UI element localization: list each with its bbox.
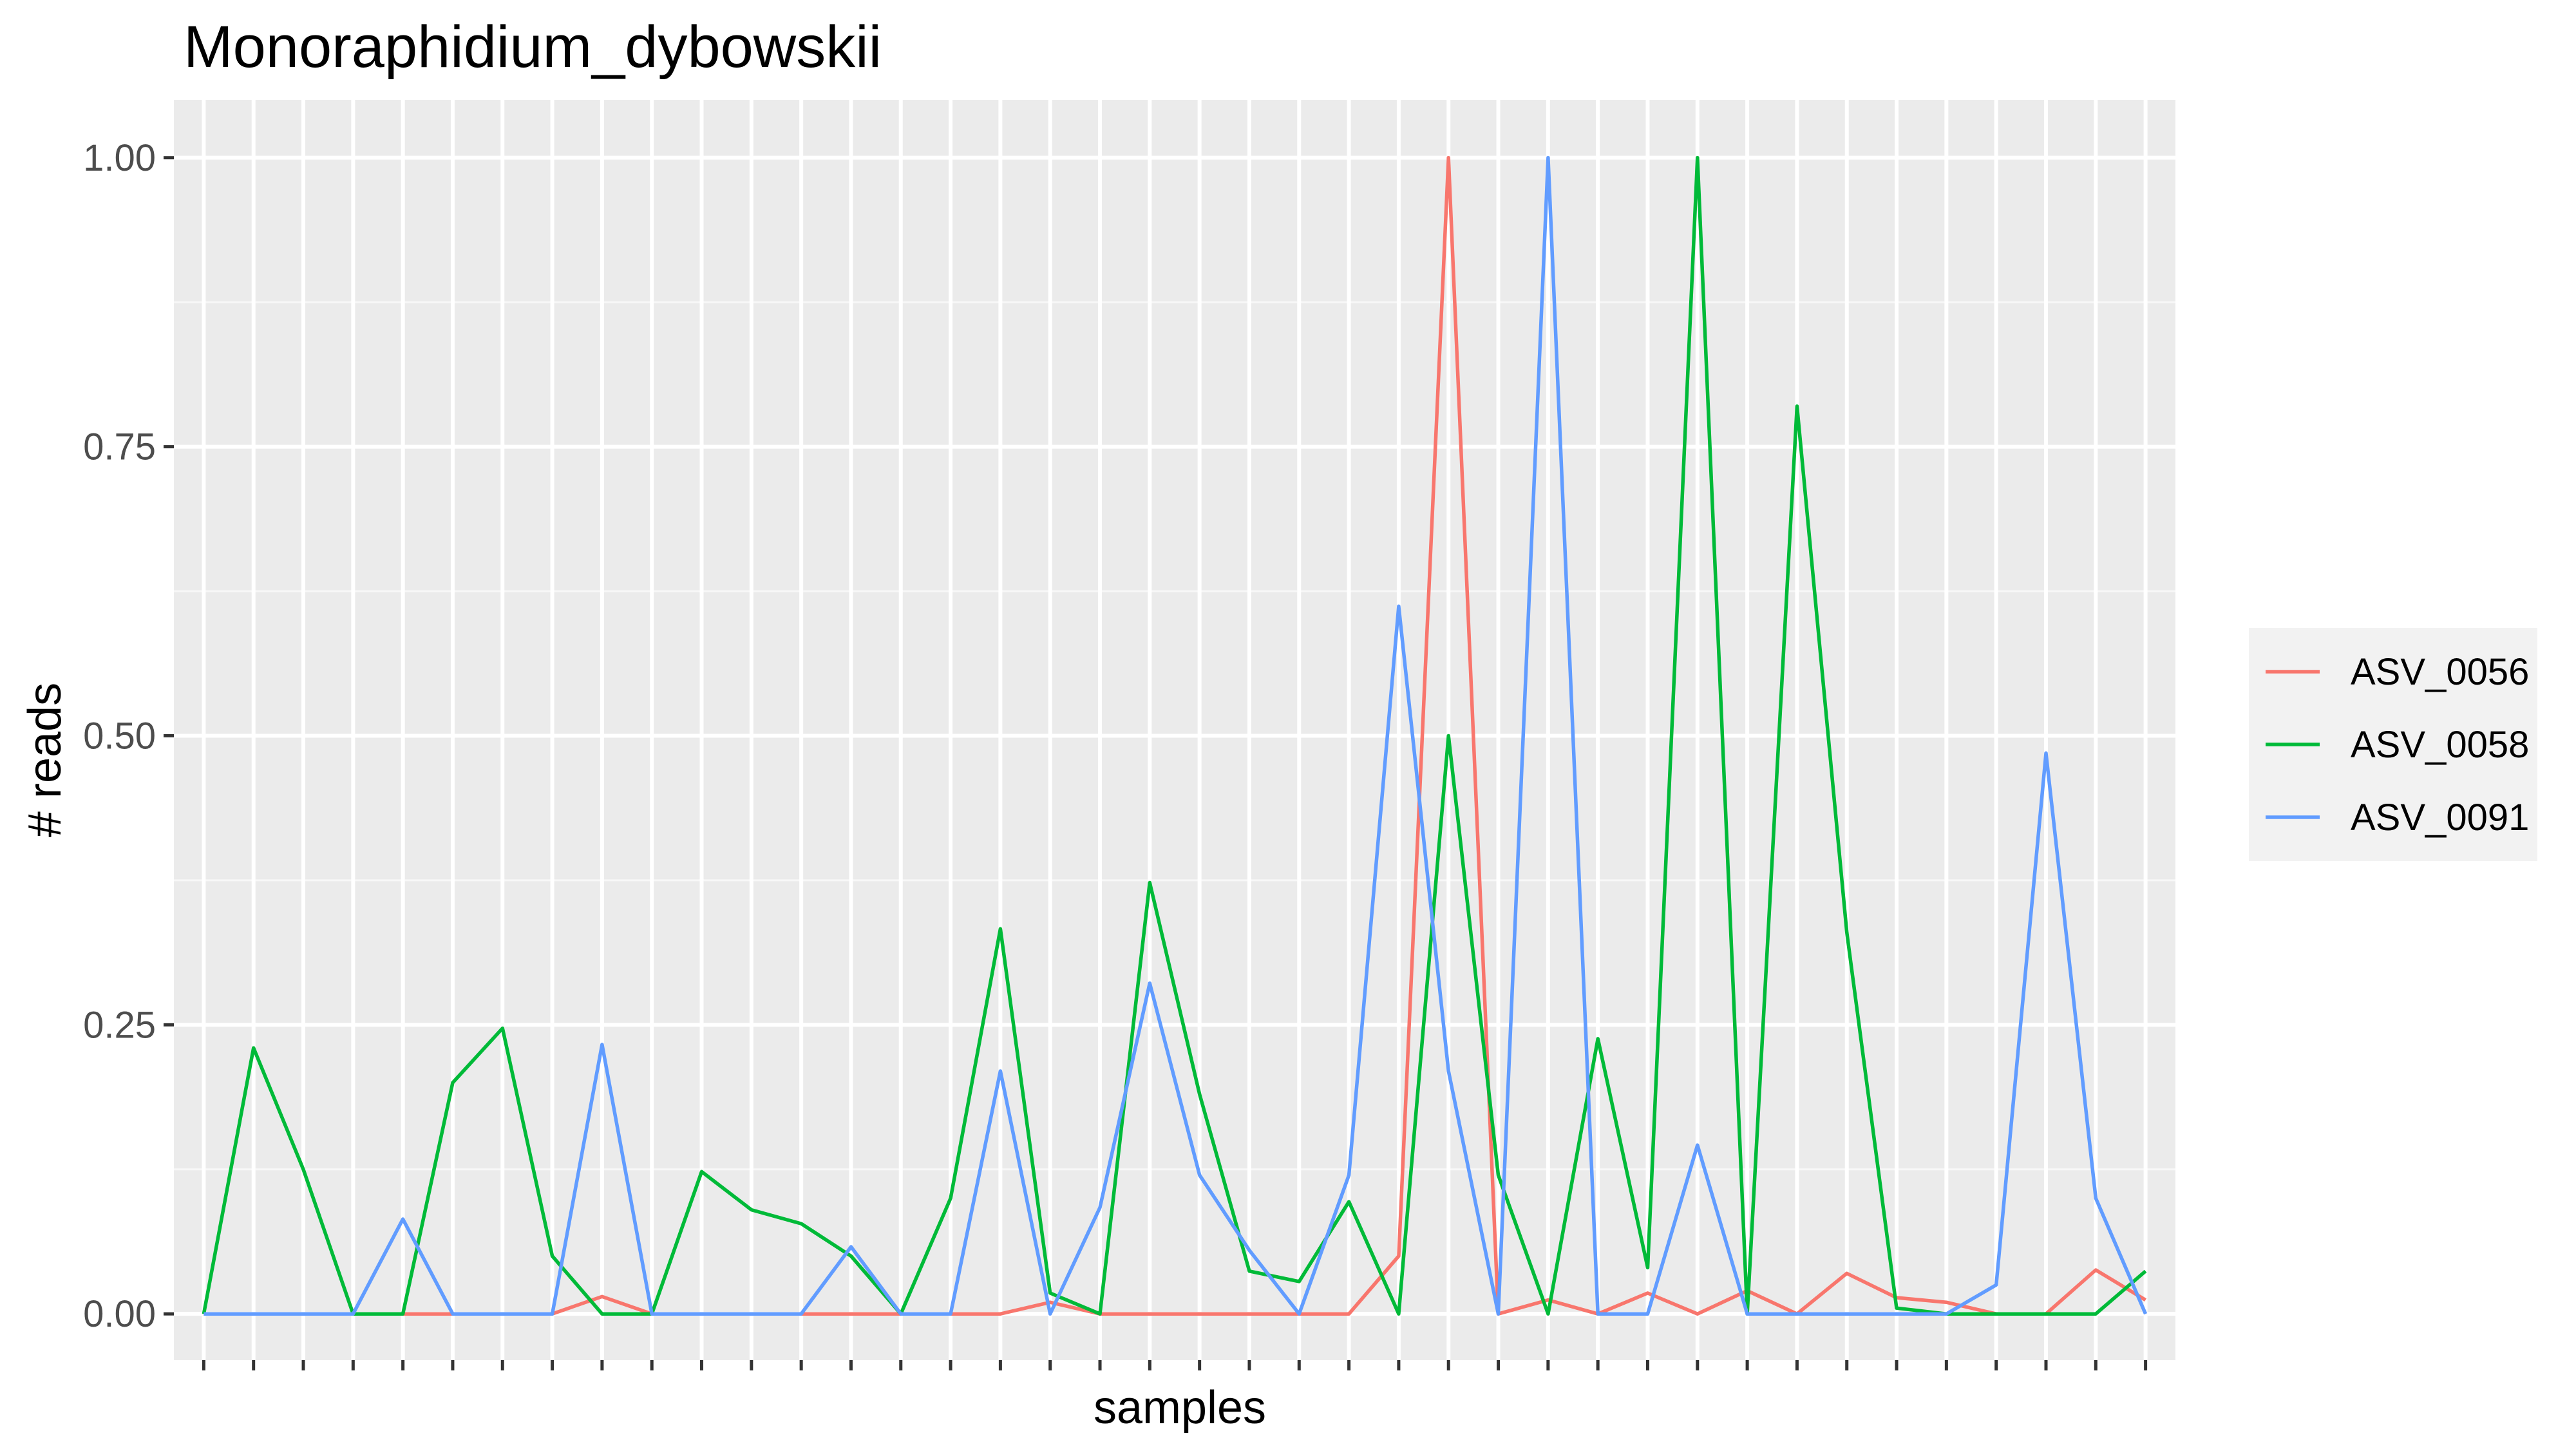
legend: ASV_0056 ASV_0058 ASV_0091 [2249, 628, 2537, 861]
y-axis-title: # reads [19, 683, 71, 837]
x-axis [202, 1360, 2148, 1370]
y-tick-label: 0.75 [83, 426, 156, 468]
plot-background [174, 100, 2175, 1360]
series-line-asv-0091 [204, 156, 2148, 1316]
series-lines [202, 156, 2148, 1316]
y-tick-label: 0.25 [83, 1004, 156, 1046]
y-tick-label: 0.00 [83, 1293, 156, 1335]
legend-label: ASV_0091 [2351, 797, 2529, 838]
y-tick-label: 0.50 [83, 715, 156, 757]
legend-label: ASV_0058 [2351, 724, 2529, 766]
major-gridlines [174, 100, 2175, 1360]
legend-label: ASV_0056 [2351, 651, 2529, 693]
y-tick-label: 1.00 [83, 137, 156, 179]
y-axis: 0.00 0.25 0.50 0.75 1.00 [83, 137, 174, 1335]
x-axis-title: samples [1094, 1382, 1266, 1434]
chart-title: Monoraphidium_dybowskii [184, 14, 882, 80]
series-line-asv-0058 [202, 156, 2147, 1316]
